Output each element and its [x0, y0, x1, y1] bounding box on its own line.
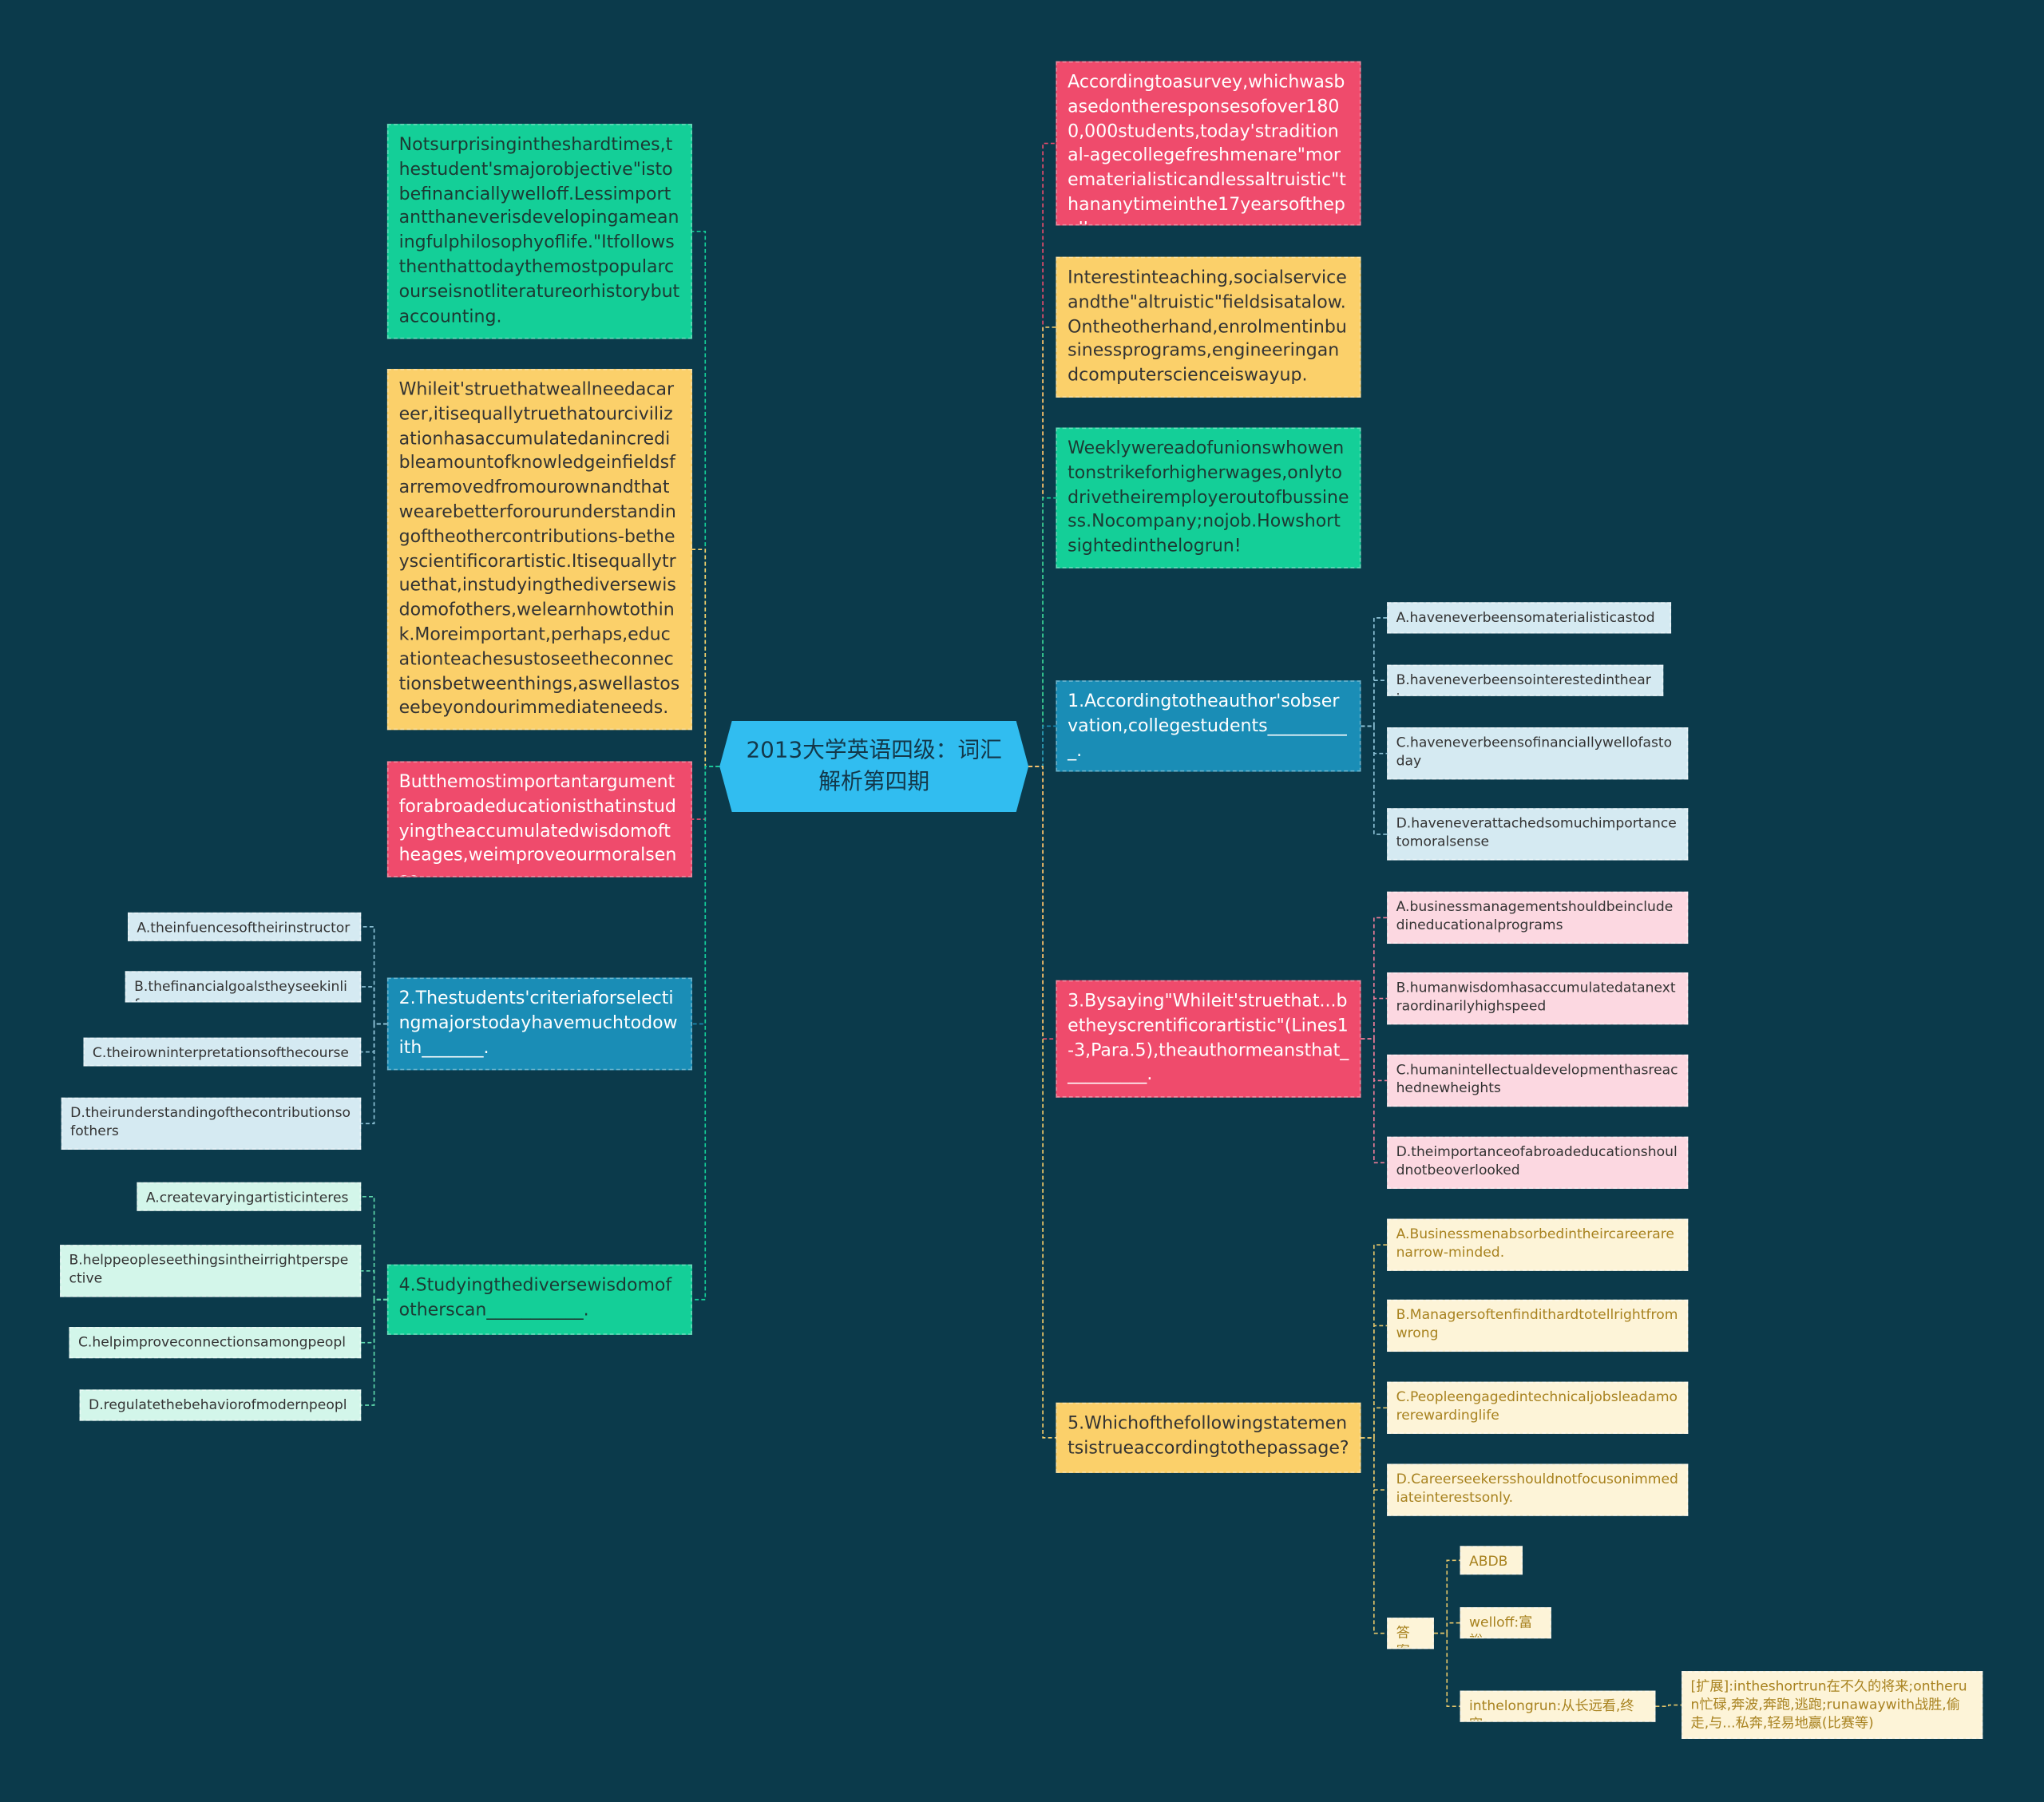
connector [691, 549, 720, 767]
connector [1433, 1632, 1460, 1707]
subtopic-node: C.theirowninterpretationsofthecourses [83, 1037, 362, 1067]
subtopic-node: B.Managersoftenfindithardtotellrightfrom… [1387, 1299, 1689, 1352]
subtopic-node: [扩展]:intheshortrun在不久的将来;ontherun忙碌,奔波,奔… [1682, 1671, 1983, 1739]
connector [1361, 917, 1388, 1040]
subtopic-node: welloff:富裕 [1460, 1607, 1551, 1639]
connector [1655, 1704, 1682, 1707]
topic-node: 1.Accordingtotheauthor'sobservation,coll… [1056, 680, 1361, 772]
subtopic-node: 答案: [1387, 1618, 1434, 1650]
connector [361, 1270, 387, 1301]
connector [361, 1023, 387, 1125]
subtopic-node: A.Businessmenabsorbedintheircareerarenar… [1387, 1218, 1689, 1271]
connector [1433, 1622, 1460, 1634]
connector [1361, 1436, 1388, 1634]
connector [1361, 725, 1388, 835]
connector [361, 1298, 387, 1406]
subtopic-node: A.businessmanagementshouldbeincludedined… [1387, 891, 1689, 945]
topic-node: 3.Bysaying"Whileit'struethat...betheyscr… [1056, 980, 1361, 1098]
subtopic-node: B.haveneverbeensointerestedinthearts [1387, 664, 1664, 696]
topic-node: 4.Studyingthediversewisdomofotherscan___… [386, 1264, 692, 1335]
topic-node: Interestinteaching,socialserviceandthe"a… [1056, 256, 1361, 398]
central-topic: 2013大学英语四级：词汇解析第四期 [719, 720, 1029, 813]
subtopic-node: D.regulatethebehaviorofmodernpeople [79, 1389, 362, 1421]
subtopic-node: C.Peopleengagedintechnicaljobsleadamorer… [1387, 1381, 1689, 1434]
subtopic-node: D.Careerseekersshouldnotfocusonimmediate… [1387, 1463, 1689, 1516]
subtopic-node: D.haveneverattachedsomuchimportancetomor… [1387, 808, 1689, 861]
connector [1361, 1038, 1388, 1164]
topic-node: Whileit'struethatweallneedacareer,itiseq… [386, 369, 692, 731]
subtopic-node: C.humanintellectualdevelopmenthasreached… [1387, 1054, 1689, 1107]
connector [1028, 725, 1056, 767]
topic-node: 2.Thestudents'criteriaforselectingmajors… [386, 977, 692, 1071]
subtopic-node: B.helppeopleseethingsintheirrightperspec… [60, 1245, 362, 1297]
subtopic-node: A.theinfuencesoftheirinstructors [127, 912, 362, 941]
topic-node: Weeklywereadofunionswhowentonstrikeforhi… [1056, 427, 1361, 568]
topic-node: Notsurprisingintheshardtimes,thestudent'… [386, 124, 692, 339]
connector [1361, 1407, 1388, 1439]
connector [1028, 766, 1056, 1439]
connector [1361, 997, 1388, 1040]
subtopic-node: B.thefinancialgoalstheyseekinlife [125, 971, 362, 1003]
subtopic-node: inthelongrun:从长远看,终究 [1460, 1690, 1656, 1722]
topic-node: Accordingtoasurvey,whichwasbasedontheres… [1056, 61, 1361, 226]
topic-node: Butthemostimportantargumentforabroadeduc… [386, 761, 692, 877]
subtopic-node: C.helpimproveconnectionsamongpeople [69, 1327, 362, 1359]
subtopic-node: C.haveneverbeensofinanciallywellofastoda… [1387, 727, 1689, 780]
subtopic-node: ABDBD [1460, 1546, 1523, 1575]
subtopic-node: A.haveneverbeensomaterialisticastoday [1387, 602, 1672, 634]
subtopic-node: B.humanwisdomhasaccumulatedatanextraordi… [1387, 972, 1689, 1025]
subtopic-node: A.createvaryingartisticinterests [137, 1182, 362, 1211]
subtopic-node: D.theirunderstandingofthecontributionsof… [61, 1097, 362, 1150]
topic-node: 5.Whichofthefollowingstatementsistrueacc… [1056, 1402, 1361, 1473]
connector [361, 986, 387, 1025]
connector [1361, 679, 1388, 727]
connector [691, 766, 720, 1301]
subtopic-node: D.theimportanceofabroadeducationshouldno… [1387, 1136, 1689, 1189]
